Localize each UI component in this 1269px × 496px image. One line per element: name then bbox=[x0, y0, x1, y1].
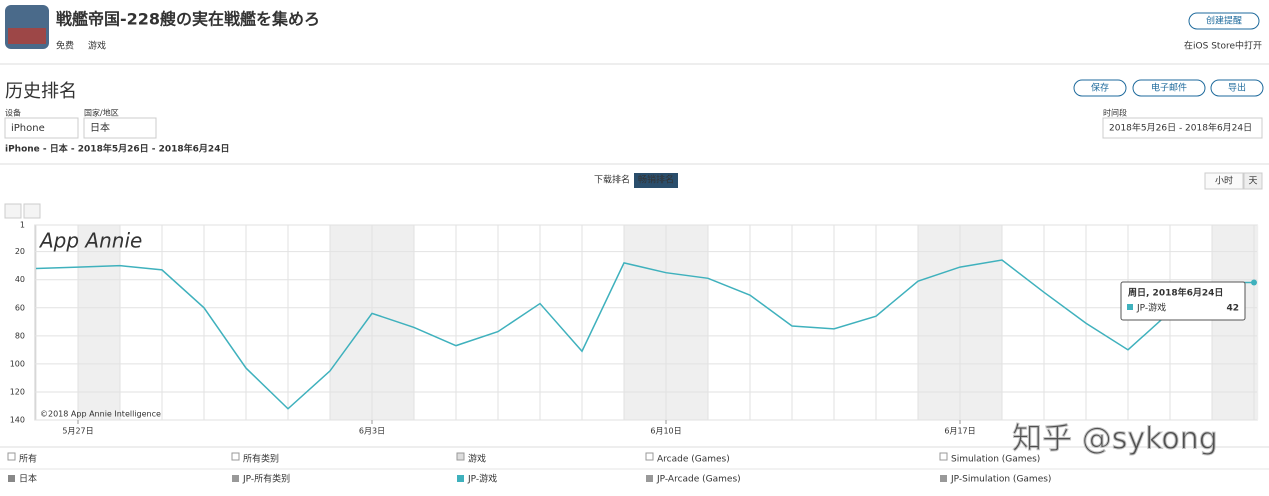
tooltip-date: 周日, 2018年6月24日 bbox=[1128, 287, 1223, 299]
row-swatch bbox=[940, 475, 947, 482]
y-tick-label: 20 bbox=[15, 247, 25, 256]
save-label[interactable]: 保存 bbox=[1091, 82, 1109, 94]
row-swatch bbox=[646, 475, 653, 482]
column-header: Simulation (Games) bbox=[951, 455, 1040, 465]
day-button[interactable] bbox=[1243, 172, 1263, 190]
country-label: 国家/地区 bbox=[84, 108, 119, 118]
checkbox[interactable] bbox=[645, 452, 654, 461]
export-label[interactable]: 导出 bbox=[1228, 82, 1246, 94]
tooltip-series: JP-游戏 bbox=[1136, 302, 1166, 314]
reset-button[interactable] bbox=[4, 203, 22, 219]
x-tick-label: 6月10日 bbox=[650, 427, 681, 436]
device-select[interactable] bbox=[4, 117, 79, 139]
period-value[interactable]: 2018年5月26日 - 2018年6月24日 bbox=[1109, 122, 1252, 134]
open-store-link[interactable]: 在iOS Store中打开 bbox=[1184, 40, 1262, 52]
app-title: 戦艦帝国-228艘の実在戦艦を集めろ bbox=[56, 10, 320, 29]
tab-grossing-bg[interactable] bbox=[634, 173, 678, 188]
country-value[interactable]: 日本 bbox=[90, 121, 110, 134]
overlay-watermark: 知乎 @sykong bbox=[1012, 422, 1218, 457]
weekend-band bbox=[78, 225, 120, 420]
tooltip-swatch bbox=[1127, 304, 1133, 310]
watermark: App Annie bbox=[38, 229, 142, 253]
create-alert-label[interactable]: 创建提醒 bbox=[1206, 15, 1242, 27]
row-cell: JP-游戏 bbox=[467, 473, 497, 485]
summary: iPhone - 日本 - 2018年5月26日 - 2018年6月24日 bbox=[5, 143, 229, 155]
price: 免费 bbox=[56, 40, 74, 52]
hover-marker bbox=[1251, 279, 1257, 286]
period-select[interactable] bbox=[1102, 117, 1263, 139]
create-alert-button[interactable] bbox=[1188, 12, 1260, 30]
app-icon-detail bbox=[8, 28, 46, 44]
hour-button[interactable] bbox=[1204, 172, 1244, 190]
tooltip: 周日, 2018年6月24日 JP-游戏 42 bbox=[1120, 281, 1246, 321]
checkbox[interactable] bbox=[7, 452, 16, 461]
category: 游戏 bbox=[88, 40, 106, 52]
hour-label[interactable]: 小时 bbox=[1215, 175, 1233, 187]
device-label: 设备 bbox=[5, 108, 21, 118]
checkbox[interactable] bbox=[939, 452, 948, 461]
row-swatch bbox=[457, 475, 464, 482]
row-cell: JP-Arcade (Games) bbox=[656, 475, 741, 485]
email-label[interactable]: 电子邮件 bbox=[1151, 82, 1187, 94]
y-tick-label: 80 bbox=[15, 331, 25, 340]
row-swatch bbox=[8, 475, 15, 482]
tab-grossing[interactable]: 畅销排名 bbox=[638, 174, 674, 186]
row-swatch bbox=[232, 475, 239, 482]
tab-downloads[interactable]: 下载排名 bbox=[594, 174, 630, 186]
y-tick-label: 100 bbox=[10, 359, 25, 368]
row-cell: 日本 bbox=[19, 473, 37, 485]
column-header: Arcade (Games) bbox=[657, 455, 730, 465]
weekend-band bbox=[1212, 225, 1259, 420]
x-tick-label: 6月17日 bbox=[944, 427, 975, 436]
series-line bbox=[35, 259, 1254, 410]
email-button[interactable] bbox=[1132, 79, 1206, 97]
checkbox[interactable] bbox=[231, 452, 240, 461]
x-tick-label: 6月3日 bbox=[359, 427, 385, 436]
day-label[interactable]: 天 bbox=[1248, 177, 1257, 187]
y-tick-label: 140 bbox=[10, 416, 25, 425]
row-cell: JP-所有类别 bbox=[242, 473, 290, 485]
row-cell: JP-Simulation (Games) bbox=[950, 475, 1051, 485]
save-button[interactable] bbox=[1073, 79, 1127, 97]
country-select[interactable] bbox=[83, 117, 157, 139]
period-label: 时间段 bbox=[1103, 108, 1127, 118]
checkbox[interactable] bbox=[456, 452, 465, 461]
y-tick-label: 1 bbox=[20, 221, 25, 230]
column-header: 所有 bbox=[19, 453, 37, 465]
y-tick-label: 60 bbox=[15, 303, 25, 312]
column-header: 所有类别 bbox=[243, 453, 279, 465]
section-title: 历史排名 bbox=[5, 81, 77, 102]
column-header: 游戏 bbox=[468, 453, 486, 465]
device-value[interactable]: iPhone bbox=[11, 123, 45, 134]
tooltip-box bbox=[1120, 281, 1246, 321]
x-tick-label: 5月27日 bbox=[62, 427, 93, 436]
zoom-button[interactable] bbox=[23, 203, 41, 219]
copyright: ©2018 App Annie Intelligence bbox=[40, 410, 161, 419]
y-tick-label: 40 bbox=[15, 275, 25, 284]
tooltip-value: 42 bbox=[1226, 304, 1239, 314]
y-tick-label: 120 bbox=[10, 387, 25, 396]
export-button[interactable] bbox=[1210, 79, 1264, 97]
